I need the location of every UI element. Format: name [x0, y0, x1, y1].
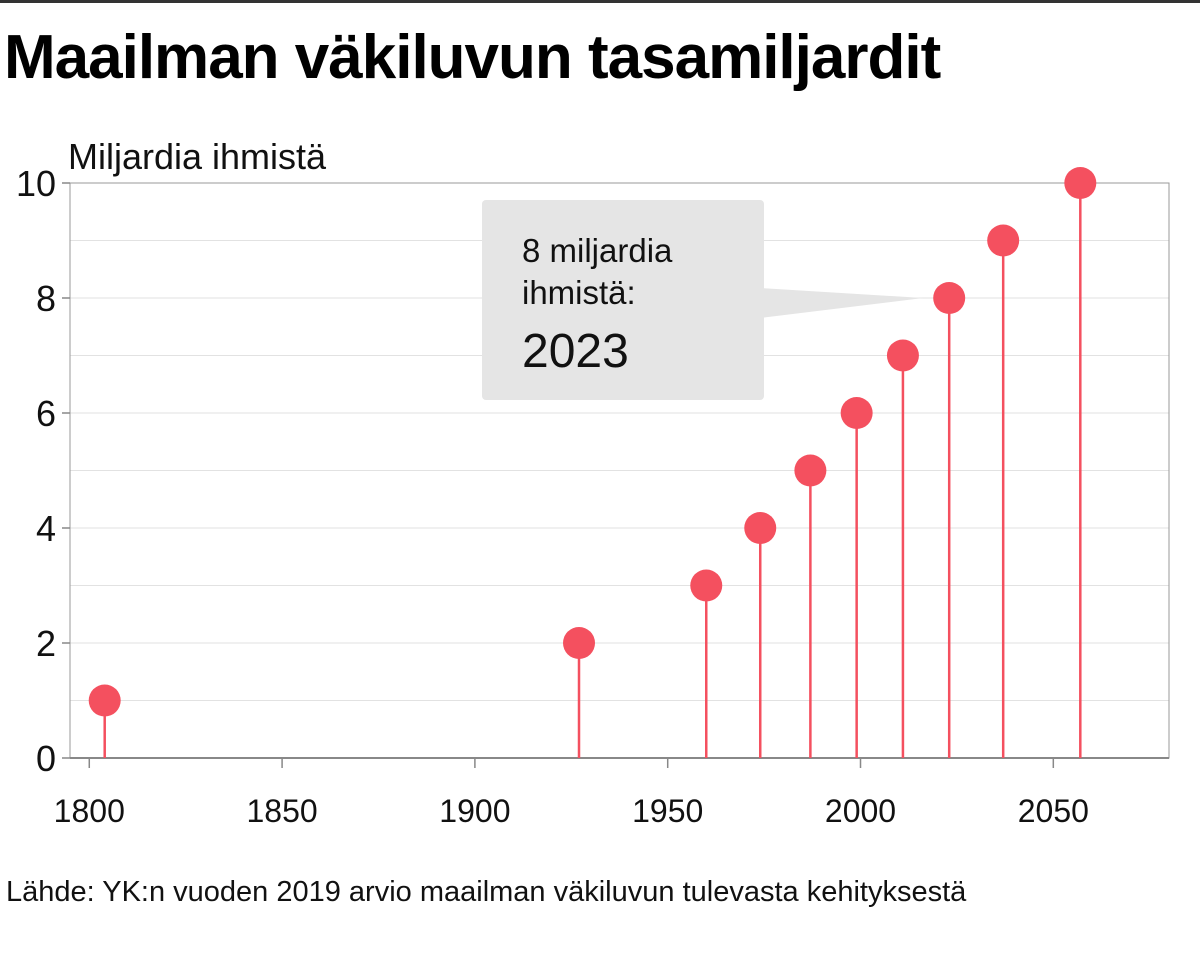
- x-tick-label: 1850: [246, 793, 317, 829]
- annotation-label: 8 miljardia ihmistä:: [522, 232, 673, 311]
- y-tick-label: 0: [36, 738, 56, 779]
- chart-title: Maailman väkiluvun tasamiljardit: [4, 23, 941, 92]
- x-tick-label: 2000: [825, 793, 896, 829]
- y-tick-label: 6: [36, 393, 56, 434]
- source-note: Lähde: YK:n vuoden 2019 arvio maailman v…: [6, 876, 967, 908]
- data-point: [690, 569, 723, 602]
- x-tick-label: 1950: [632, 793, 703, 829]
- data-point: [840, 397, 873, 429]
- y-tick-label: 2: [36, 623, 56, 664]
- data-point: [794, 454, 827, 487]
- annotation-year: 2023: [522, 325, 629, 378]
- data-point: [744, 512, 777, 544]
- x-tick-label: 2050: [1018, 793, 1089, 829]
- data-point: [88, 684, 121, 717]
- data-point: [933, 282, 966, 314]
- data-point: [886, 339, 919, 372]
- y-tick-label: 4: [36, 508, 56, 549]
- y-tick-label: 8: [36, 278, 56, 319]
- annotation-pointer: [760, 288, 924, 318]
- y-axis-label: Miljardia ihmistä: [68, 136, 327, 177]
- annotation-callout: 8 miljardia ihmistä: 2023: [482, 200, 764, 400]
- x-tick-label: 1800: [54, 793, 125, 829]
- y-tick-label: 10: [16, 163, 56, 204]
- data-point: [1064, 167, 1097, 199]
- x-tick-label: 1900: [439, 793, 510, 829]
- top-rule: [0, 0, 1200, 3]
- data-point: [563, 627, 596, 659]
- data-point: [987, 224, 1020, 257]
